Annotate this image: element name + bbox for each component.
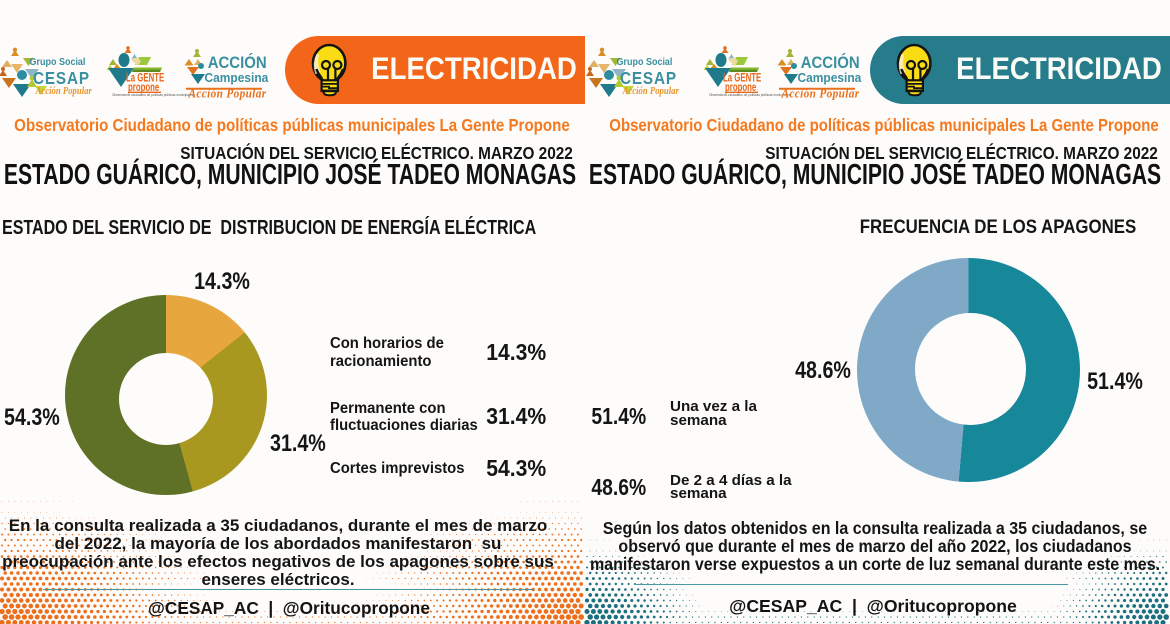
svg-text:Acción Popular: Acción Popular bbox=[781, 86, 860, 101]
svg-text:Acción Popular: Acción Popular bbox=[622, 85, 679, 97]
svg-text:Observatorio ciudadano de polí: Observatorio ciudadano de políticas públ… bbox=[112, 93, 194, 97]
svg-text:Grupo Social: Grupo Social bbox=[30, 57, 86, 69]
svg-text:CESAP: CESAP bbox=[33, 68, 90, 88]
svg-text:propone: propone bbox=[725, 82, 757, 95]
svg-text:La GENTE: La GENTE bbox=[126, 72, 165, 85]
svg-text:Acción Popular: Acción Popular bbox=[188, 86, 267, 101]
svg-text:ACCIÓN: ACCIÓN bbox=[801, 52, 860, 72]
svg-text:Campesina: Campesina bbox=[798, 71, 863, 86]
svg-text:Observatorio ciudadano de polí: Observatorio ciudadano de políticas públ… bbox=[709, 93, 791, 97]
svg-text:propone: propone bbox=[128, 82, 160, 95]
svg-text:CESAP: CESAP bbox=[620, 68, 677, 88]
svg-text:La GENTE: La GENTE bbox=[723, 72, 762, 85]
svg-text:Grupo Social: Grupo Social bbox=[617, 57, 673, 69]
svg-text:ACCIÓN: ACCIÓN bbox=[208, 52, 267, 72]
svg-text:Acción Popular: Acción Popular bbox=[35, 85, 92, 97]
svg-text:Campesina: Campesina bbox=[205, 71, 270, 86]
